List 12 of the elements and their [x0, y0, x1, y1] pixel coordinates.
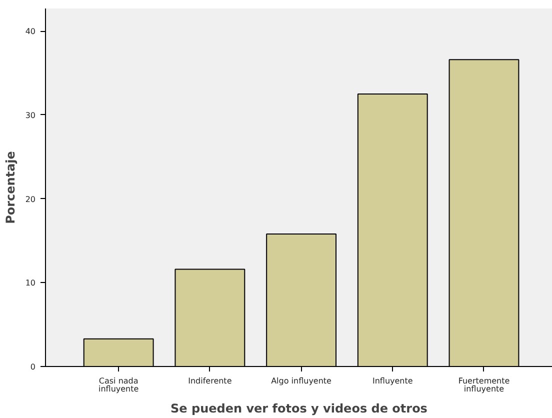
y-tick-label: 20	[25, 194, 36, 204]
x-tick-label: Algo influyente	[271, 376, 332, 386]
x-tick-label: Influyente	[372, 376, 413, 386]
x-axis-title: Se pueden ver fotos y videos de otros	[170, 402, 428, 416]
y-tick-label: 30	[25, 110, 36, 120]
y-tick-label: 40	[25, 27, 36, 36]
x-tick-label: Indiferente	[188, 376, 232, 386]
x-tick-label: Casi nada influyente	[98, 376, 139, 394]
x-tick-label: Fuertemente influyente	[458, 376, 510, 394]
y-axis-title: Porcentaje	[3, 151, 18, 224]
y-tick-label: 10	[25, 278, 36, 288]
y-tick-label: 0	[30, 362, 36, 372]
